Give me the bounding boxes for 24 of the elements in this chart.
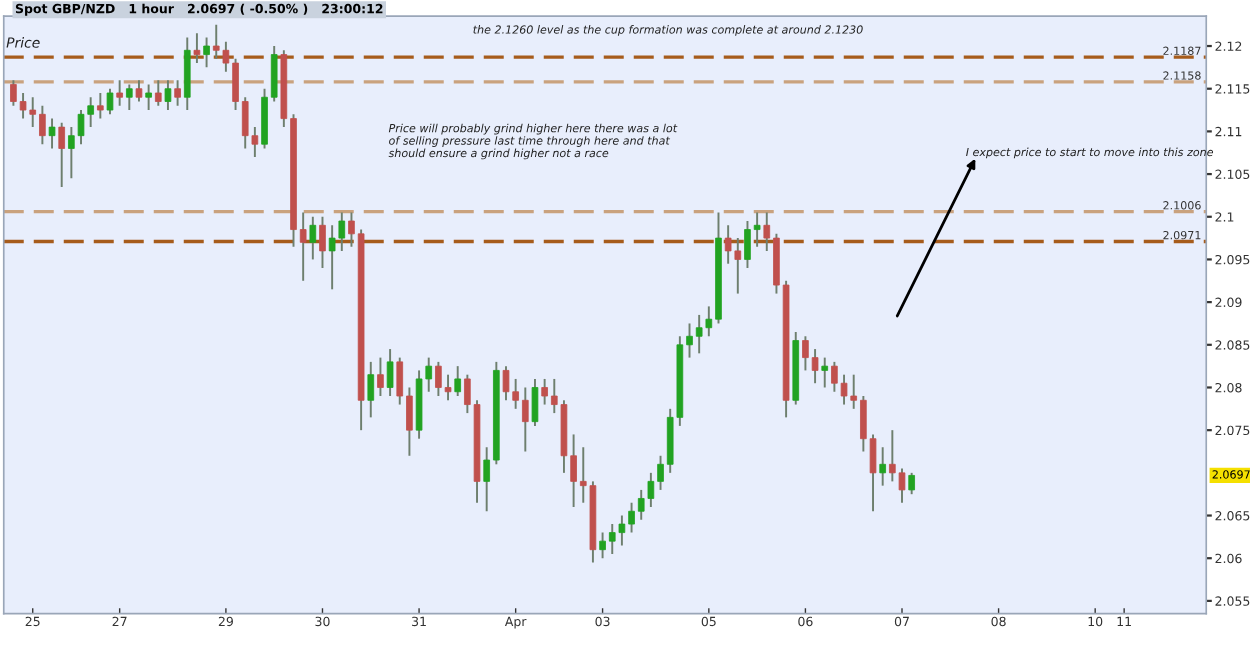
candlestick — [531, 377, 539, 427]
candlestick — [367, 360, 375, 419]
candlestick — [116, 79, 123, 107]
candlestick — [203, 36, 210, 69]
candlestick — [319, 215, 326, 269]
candlestick — [154, 79, 162, 107]
candlestick — [821, 356, 829, 389]
candlestick — [879, 446, 886, 487]
candlestick — [908, 471, 915, 496]
candlestick — [145, 83, 152, 112]
candlestick — [106, 87, 114, 116]
candlestick — [164, 79, 172, 112]
candlestick — [97, 92, 104, 120]
candlestick — [193, 32, 201, 65]
candlestick — [454, 365, 462, 397]
candlestick — [309, 215, 317, 261]
candlestick — [48, 117, 56, 150]
candlestick — [58, 121, 66, 188]
candlestick — [377, 356, 384, 397]
candlestick — [386, 348, 394, 397]
candlestick — [125, 83, 133, 112]
candlestick — [183, 36, 191, 112]
candlestick — [174, 79, 181, 107]
candlestick — [135, 79, 143, 103]
